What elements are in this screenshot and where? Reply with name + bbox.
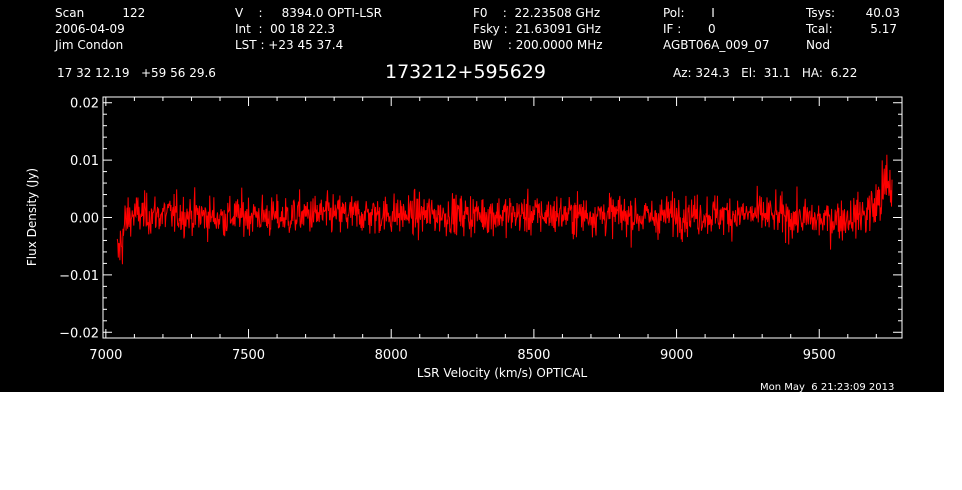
header-col3-line1: F0 : 22.23508 GHz xyxy=(473,6,601,20)
ticks-layer xyxy=(103,97,902,338)
header-col2-line3: LST : +23 45 37.4 xyxy=(235,38,344,52)
x-tick-label: 7500 xyxy=(232,348,265,363)
header-col4-line2: IF : 0 xyxy=(663,22,716,36)
az-el-ha: Az: 324.3 El: 31.1 HA: 6.22 xyxy=(673,66,858,80)
header-col1-line1: Scan 122 xyxy=(55,6,146,20)
y-tick-label: −0.01 xyxy=(59,269,99,284)
source-coordinates: 17 32 12.19 +59 56 29.6 xyxy=(57,66,216,80)
spectrum-chart: 7000 7500 8000 8500 9000 9500 0.02 0.01 0.00 −0.0… xyxy=(25,96,903,380)
header-col2-line1: V : 8394.0 OPTI-LSR xyxy=(235,6,382,20)
tcal-label: Tcal: xyxy=(806,22,833,36)
header-col1-line2: 2006-04-09 xyxy=(55,22,125,36)
header-col3-line3: BW : 200.0000 MHz xyxy=(473,38,603,52)
labels-layer: 7000 7500 8000 8500 9000 9500 0.02 0.01 0.00 −0.0… xyxy=(59,97,836,363)
data-layer xyxy=(116,154,893,265)
header-col2-line2: Int : 00 18 22.3 xyxy=(235,22,336,36)
header-col4-line1: Pol: I xyxy=(663,6,715,20)
tsys-label: Tsys: xyxy=(806,6,835,20)
nod-label: Nod xyxy=(806,38,830,52)
x-tick-label: 8000 xyxy=(375,348,408,363)
x-tick-label: 8500 xyxy=(517,348,550,363)
header-col4-line3: AGBT06A_009_07 xyxy=(663,38,770,52)
spectrum-series-line xyxy=(116,154,893,265)
y-tick-label: −0.02 xyxy=(59,326,99,341)
x-tick-label: 9000 xyxy=(660,348,693,363)
x-axis-title: LSR Velocity (km/s) OPTICAL xyxy=(417,366,588,380)
y-axis-title: Flux Density (Jy) xyxy=(25,168,39,266)
y-tick-label: 0.00 xyxy=(70,212,99,227)
source-name: 173212+595629 xyxy=(385,61,546,83)
x-tick-label: 9500 xyxy=(803,348,836,363)
timestamp: Mon May 6 21:23:09 2013 xyxy=(760,382,895,393)
tsys-value: 40.03 xyxy=(865,6,900,20)
x-tick-label: 7000 xyxy=(89,348,122,363)
tcal-value: 5.17 xyxy=(870,22,897,36)
header-col3-line2: Fsky : 21.63091 GHz xyxy=(473,22,601,36)
plot-panel: Scan 122 2006-04-09 Jim Condon V : 8394.… xyxy=(0,0,944,393)
y-tick-label: 0.02 xyxy=(70,97,99,112)
header-col1-line3: Jim Condon xyxy=(55,38,124,52)
y-tick-label: 0.01 xyxy=(70,154,99,169)
